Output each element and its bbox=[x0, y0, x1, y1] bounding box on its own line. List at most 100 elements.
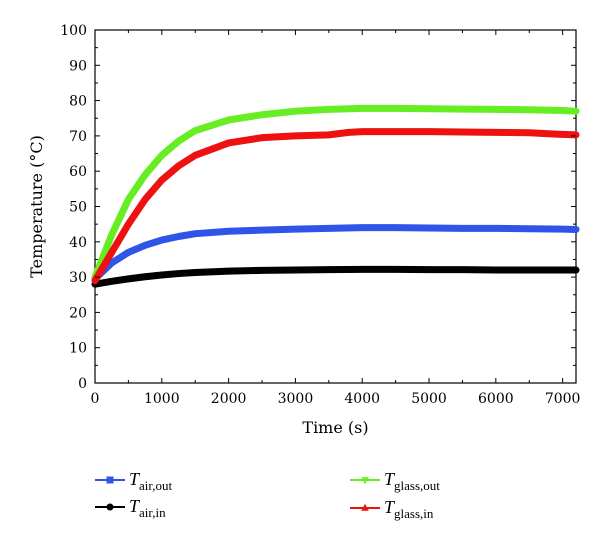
y-tick-label: 0 bbox=[78, 376, 87, 392]
data-point bbox=[392, 224, 399, 231]
x-tick-label: 6000 bbox=[478, 391, 514, 407]
legend-marker bbox=[106, 503, 114, 511]
x-tick-label: 4000 bbox=[344, 391, 380, 407]
data-point bbox=[526, 129, 533, 136]
data-point bbox=[259, 227, 266, 234]
plot-area-frame bbox=[94, 29, 577, 384]
data-point bbox=[559, 267, 566, 274]
data-point bbox=[158, 152, 165, 159]
y-tick-label: 20 bbox=[69, 305, 87, 321]
series-line bbox=[91, 265, 580, 288]
data-point bbox=[492, 267, 499, 274]
data-point bbox=[459, 225, 466, 232]
legend: Tair,out Tair,in Tglass,out Tglass,in bbox=[95, 469, 440, 521]
legend-label: Tair,out bbox=[129, 469, 172, 493]
data-point bbox=[108, 231, 115, 238]
data-point bbox=[259, 134, 266, 141]
data-point bbox=[392, 105, 399, 112]
x-axis-title: Time (s) bbox=[302, 418, 368, 437]
data-point bbox=[292, 108, 299, 115]
x-tick-label: 7000 bbox=[545, 391, 581, 407]
series-line bbox=[91, 128, 580, 285]
data-point bbox=[225, 117, 232, 124]
y-tick-label: 70 bbox=[69, 129, 87, 145]
data-point bbox=[158, 177, 165, 184]
axes bbox=[94, 29, 577, 384]
data-point bbox=[259, 111, 266, 118]
data-point bbox=[426, 128, 433, 135]
y-tick-label: 30 bbox=[69, 270, 87, 286]
x-tick-label: 3000 bbox=[278, 391, 314, 407]
data-point bbox=[426, 225, 433, 232]
x-tick-label: 5000 bbox=[411, 391, 447, 407]
data-point bbox=[345, 129, 352, 136]
data-point bbox=[292, 267, 299, 274]
y-tick-label: 80 bbox=[69, 94, 87, 110]
data-point bbox=[225, 139, 232, 146]
data-point bbox=[175, 138, 182, 145]
data-point bbox=[459, 266, 466, 273]
data-point bbox=[142, 273, 149, 280]
data-point bbox=[259, 267, 266, 274]
legend-marker bbox=[361, 477, 369, 485]
data-point bbox=[492, 106, 499, 113]
data-point bbox=[225, 228, 232, 235]
data-point bbox=[325, 225, 332, 232]
data-point bbox=[559, 107, 566, 114]
data-point bbox=[459, 129, 466, 136]
data-point bbox=[125, 275, 132, 282]
data-point bbox=[125, 196, 132, 203]
legend-label: Tglass,in bbox=[384, 497, 434, 521]
y-tick-label: 50 bbox=[69, 200, 87, 216]
y-tick-label: 100 bbox=[60, 23, 87, 39]
data-point bbox=[192, 230, 199, 237]
data-point bbox=[492, 225, 499, 232]
data-point bbox=[175, 233, 182, 240]
data-point bbox=[526, 106, 533, 113]
series-glass-in bbox=[91, 128, 580, 285]
data-point bbox=[573, 226, 579, 233]
data-point bbox=[292, 132, 299, 139]
data-point bbox=[426, 105, 433, 112]
data-point bbox=[459, 106, 466, 113]
data-point bbox=[175, 162, 182, 169]
data-point bbox=[192, 152, 199, 159]
data-point bbox=[392, 128, 399, 135]
data-point bbox=[492, 129, 499, 136]
data-point bbox=[108, 278, 115, 285]
y-tick-label: 90 bbox=[69, 58, 87, 74]
series-air-in bbox=[91, 265, 580, 288]
series-layer bbox=[91, 104, 580, 288]
y-axis-title: Temperature (°C) bbox=[27, 135, 46, 278]
data-point bbox=[108, 249, 115, 256]
series-glass-out bbox=[91, 104, 580, 281]
y-tick-label: 10 bbox=[69, 341, 87, 357]
data-point bbox=[552, 131, 559, 138]
data-point bbox=[158, 271, 165, 278]
data-point bbox=[573, 267, 579, 274]
legend-item-glass-in: Tglass,in bbox=[350, 497, 434, 521]
data-point bbox=[125, 249, 132, 256]
data-point bbox=[125, 221, 132, 228]
data-point bbox=[292, 226, 299, 233]
legend-item-air-in: Tair,in bbox=[95, 496, 166, 520]
data-point bbox=[142, 196, 149, 203]
x-tick-label: 1000 bbox=[144, 391, 180, 407]
data-point bbox=[559, 226, 566, 233]
legend-label: Tair,in bbox=[129, 496, 166, 520]
data-point bbox=[192, 127, 199, 134]
data-point bbox=[225, 268, 232, 275]
y-tick-label: 40 bbox=[69, 235, 87, 251]
x-tick-label: 2000 bbox=[211, 391, 247, 407]
data-point bbox=[325, 266, 332, 273]
data-point bbox=[426, 266, 433, 273]
data-point bbox=[142, 171, 149, 178]
data-point bbox=[392, 266, 399, 273]
data-point bbox=[158, 237, 165, 244]
data-point bbox=[359, 266, 366, 273]
data-point bbox=[192, 269, 199, 276]
data-point bbox=[526, 267, 533, 274]
data-point bbox=[325, 131, 332, 138]
